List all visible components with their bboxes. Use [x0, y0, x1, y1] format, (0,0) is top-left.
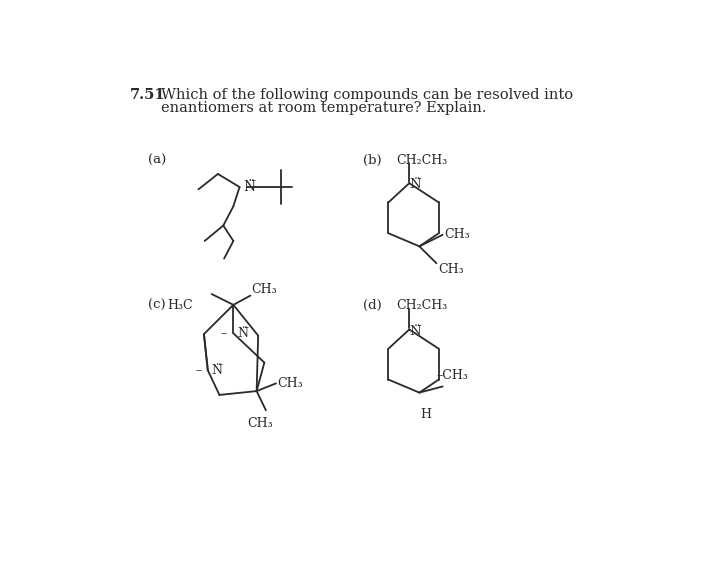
Text: CH₃: CH₃ [277, 377, 303, 390]
Text: –: – [221, 327, 228, 340]
Text: H₃C: H₃C [168, 299, 193, 312]
Text: CH₃: CH₃ [248, 417, 274, 430]
Text: –CH₃: –CH₃ [436, 369, 468, 382]
Text: Which of the following compounds can be resolved into: Which of the following compounds can be … [161, 87, 572, 102]
Text: (b): (b) [363, 154, 382, 167]
Text: N̈: N̈ [212, 364, 222, 377]
Text: 7.51: 7.51 [130, 87, 166, 102]
Text: CH₂CH₃: CH₂CH₃ [396, 154, 447, 167]
Text: H: H [420, 408, 431, 421]
Text: (a): (a) [148, 154, 166, 167]
Text: –: – [195, 364, 202, 377]
Text: CH₂CH₃: CH₂CH₃ [396, 299, 447, 312]
Text: (d): (d) [363, 299, 382, 312]
Text: CH₃: CH₃ [251, 283, 276, 296]
Text: N̈: N̈ [238, 327, 248, 340]
Text: N̈: N̈ [409, 324, 421, 337]
Text: CH₃: CH₃ [444, 228, 470, 241]
Text: enantiomers at room temperature? Explain.: enantiomers at room temperature? Explain… [161, 101, 486, 115]
Text: CH₃: CH₃ [438, 263, 464, 276]
Text: N̈: N̈ [409, 178, 421, 191]
Text: (c): (c) [148, 299, 166, 312]
Text: N̈: N̈ [243, 180, 256, 194]
